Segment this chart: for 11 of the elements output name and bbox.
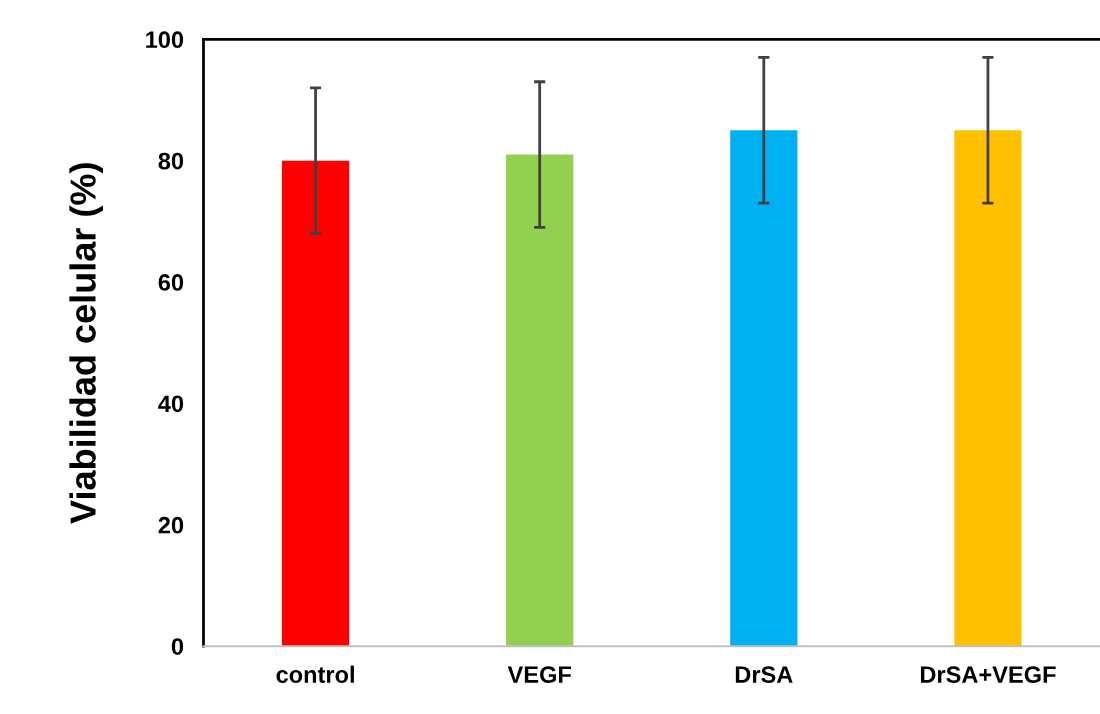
y-tick-label: 60: [158, 274, 184, 291]
x-tick-label: DrSA+VEGF: [920, 666, 1056, 683]
x-tick-label: VEGF: [507, 666, 571, 683]
y-tick-label: 80: [158, 152, 184, 170]
x-tick-label: DrSA: [735, 666, 793, 683]
y-tick-label: 0: [171, 638, 184, 655]
y-tick-label: 20: [158, 516, 184, 534]
y-tick-label: 40: [158, 395, 184, 413]
y-axis-title: Viabilidad celular (%): [69, 163, 103, 524]
x-tick-label: control: [276, 665, 354, 683]
y-tick-label: 100: [146, 31, 184, 49]
